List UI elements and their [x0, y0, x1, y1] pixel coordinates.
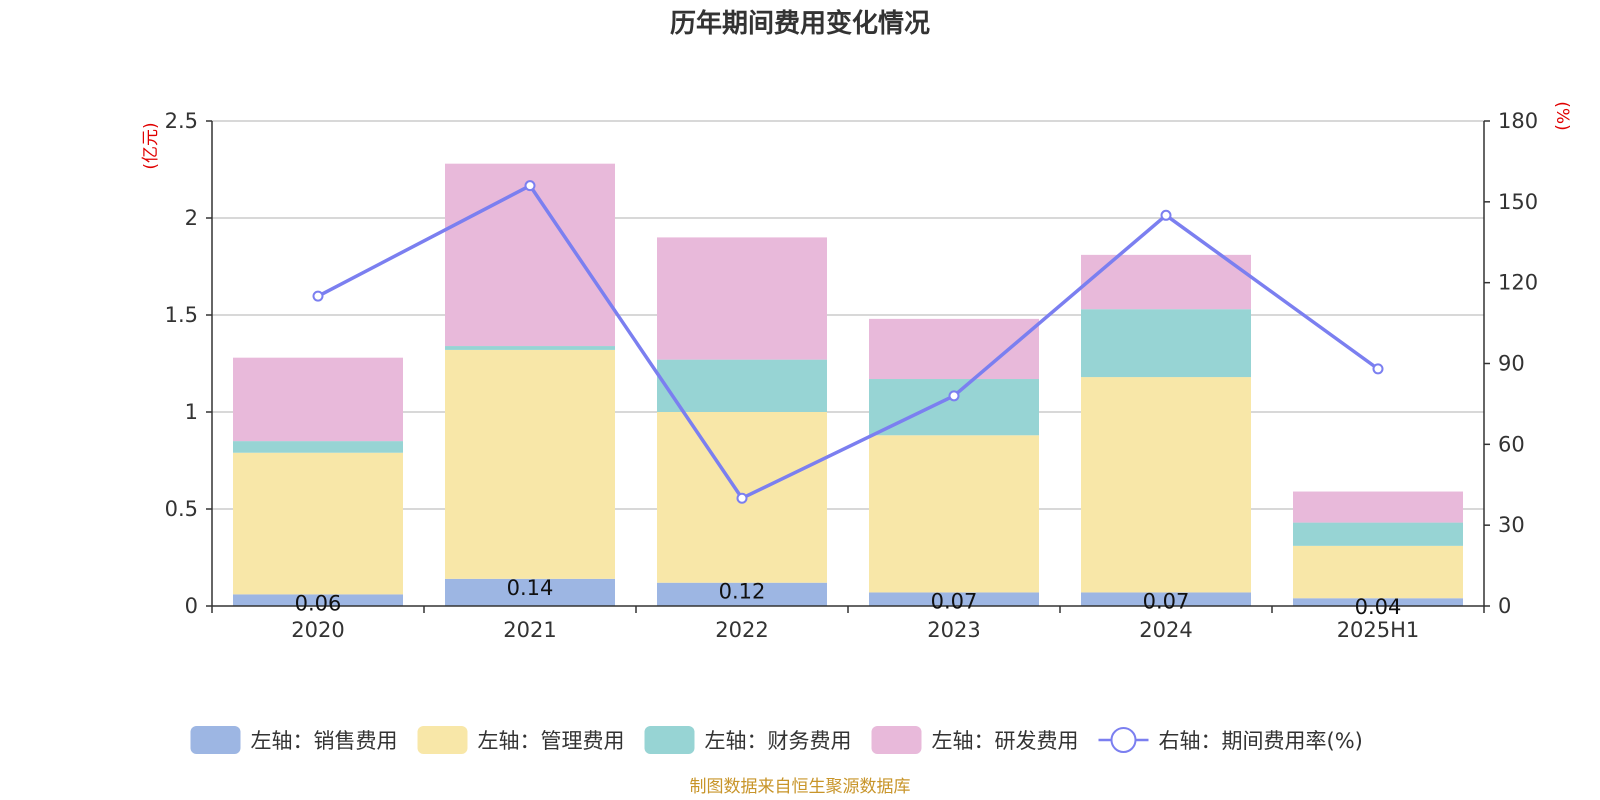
bar-1-2020	[233, 452, 403, 595]
chart-title: 历年期间费用变化情况	[670, 8, 930, 39]
legend-swatch	[417, 726, 468, 754]
left-tick-label: 2.5	[165, 109, 198, 133]
legend-label: 左轴：研发费用	[932, 729, 1079, 753]
line-point	[312, 290, 324, 302]
left-tick-label: 1.5	[165, 303, 198, 327]
data-labels: 0.06 0.14 0.12 0.07 0.07 0.04	[295, 576, 1402, 619]
legend-label: 左轴：销售费用	[251, 729, 398, 753]
data-label: 0.14	[507, 576, 554, 600]
legend-swatch	[871, 726, 922, 754]
data-label: 0.07	[931, 589, 978, 613]
bar-1-2025H1	[1293, 545, 1463, 599]
bar-group	[233, 163, 1463, 606]
line-point	[1372, 363, 1384, 375]
bar-2-2025H1	[1293, 522, 1463, 546]
bar-0-2025H1	[1293, 598, 1463, 606]
bar-2-2024	[1081, 309, 1251, 378]
x-tick-label: 2023	[927, 618, 980, 642]
bar-3-2020	[233, 357, 403, 442]
bar-3-2025H1	[1293, 491, 1463, 523]
line-point	[1160, 209, 1172, 221]
bar-1-2021	[445, 349, 615, 579]
bar-3-2022	[657, 237, 827, 360]
bar-0-2023	[869, 592, 1039, 606]
bar-0-2021	[445, 578, 615, 606]
legend: 左轴：销售费用 左轴：管理费用 左轴：财务费用 左轴：研发费用 右轴：期间费用率(%)	[190, 726, 1363, 754]
right-tick-label: 90	[1498, 352, 1525, 376]
bar-1-2024	[1081, 377, 1251, 593]
legend-swatch	[190, 726, 241, 754]
x-tick-label: 2021	[503, 618, 556, 642]
right-tick-label: 0	[1498, 594, 1511, 618]
right-tick-label: 60	[1498, 432, 1525, 456]
legend-marker	[1110, 727, 1137, 753]
right-tick-label: 180	[1498, 109, 1538, 133]
data-label: 0.07	[1143, 589, 1190, 613]
x-tick-label: 2022	[715, 618, 768, 642]
bar-2-2023	[869, 379, 1039, 436]
legend-label: 右轴：期间费用率(%)	[1159, 729, 1363, 753]
x-tick-label: 2020	[291, 618, 344, 642]
data-label: 0.06	[295, 591, 342, 615]
bar-2-2020	[233, 441, 403, 453]
bar-0-2024	[1081, 592, 1251, 606]
left-tick-label: 0.5	[165, 497, 198, 521]
data-label: 0.04	[1355, 595, 1402, 619]
bar-0-2022	[657, 582, 827, 606]
left-axis-unit: (亿元)	[141, 122, 161, 169]
bar-2-2021	[445, 346, 615, 350]
bar-0-2020	[233, 594, 403, 606]
x-tick-label: 2024	[1139, 618, 1192, 642]
line-series	[312, 180, 1384, 504]
right-tick-label: 30	[1498, 513, 1525, 537]
line-point	[524, 180, 536, 192]
right-axis-unit: (%)	[1552, 101, 1572, 130]
line-path	[317, 183, 1380, 500]
bar-3-2021	[445, 163, 615, 347]
line-point	[948, 390, 960, 402]
left-tick-label: 1	[185, 400, 198, 424]
bar-3-2023	[869, 318, 1039, 380]
grid-lines	[212, 120, 1484, 510]
left-tick-label: 2	[185, 206, 198, 230]
bar-3-2024	[1081, 254, 1251, 310]
left-tick-label: 0	[185, 594, 198, 618]
legend-swatch	[644, 726, 695, 754]
right-tick-label: 150	[1498, 190, 1538, 214]
bar-1-2023	[869, 435, 1039, 593]
axes: 0 0.5 1 1.5 2 2.5 0 30 60 90 120 150 180 2020 2021 2022…	[165, 109, 1539, 642]
x-tick-label: 2025H1	[1337, 618, 1420, 642]
source-note: 制图数据来自恒生聚源数据库	[690, 777, 911, 797]
data-label: 0.12	[719, 580, 766, 604]
line-point	[736, 492, 748, 504]
legend-label: 左轴：管理费用	[478, 729, 625, 753]
bar-2-2022	[657, 359, 827, 412]
right-tick-label: 120	[1498, 271, 1538, 295]
legend-label: 左轴：财务费用	[705, 729, 852, 753]
